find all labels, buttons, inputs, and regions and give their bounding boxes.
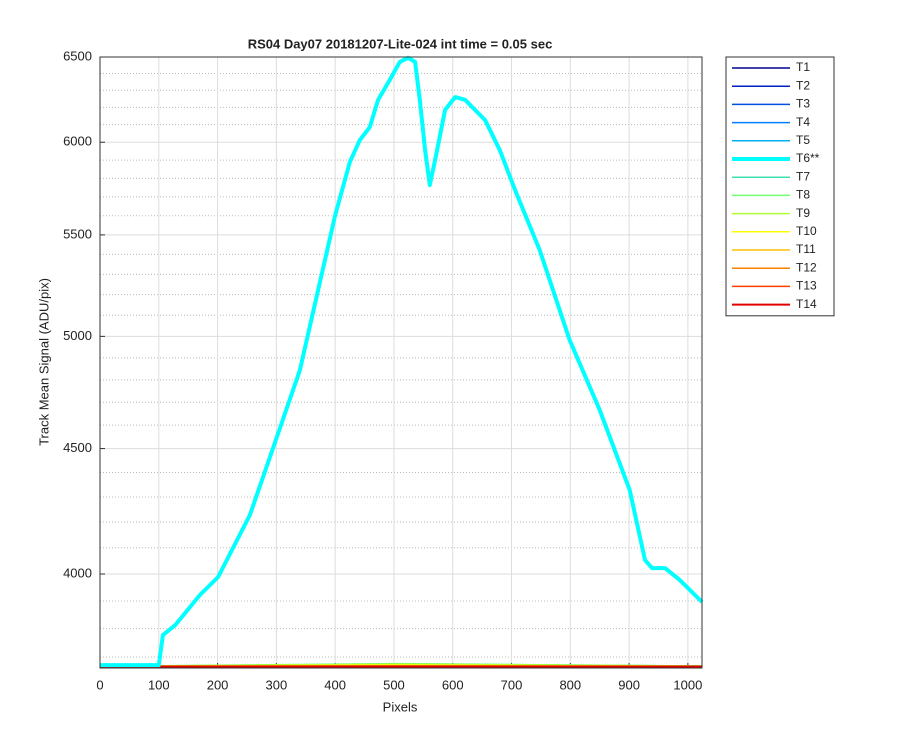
x-tick-label: 1000 <box>673 677 702 692</box>
x-tick-label: 900 <box>618 677 640 692</box>
series-line <box>100 55 704 668</box>
y-tick-label: 5500 <box>63 226 92 241</box>
x-axis-label: Pixels <box>383 699 418 714</box>
legend-label: T3 <box>796 97 810 111</box>
legend-label: T13 <box>796 279 817 293</box>
legend-label: T11 <box>796 242 816 256</box>
y-tick-label: 5000 <box>63 328 92 343</box>
y-tick-label: 6500 <box>63 48 92 63</box>
x-tick-label: 800 <box>559 677 581 692</box>
y-tick-label: 4000 <box>63 565 92 580</box>
y-tick-label: 4500 <box>63 440 92 455</box>
x-tick-label: 600 <box>442 677 464 692</box>
legend-label: T4 <box>796 115 810 129</box>
legend-label: T5 <box>796 133 810 147</box>
x-tick-label: 0 <box>96 677 103 692</box>
chart-title: RS04 Day07 20181207-Lite-024 int time = … <box>248 36 553 51</box>
axes-box <box>99 56 703 669</box>
legend-label: T9 <box>796 206 810 220</box>
x-tick-label: 400 <box>324 677 346 692</box>
legend-label: T8 <box>796 188 810 202</box>
legend-box <box>725 56 835 317</box>
legend-label: T14 <box>796 297 817 311</box>
plot-area <box>100 57 702 668</box>
y-axis-label: Track Mean Signal (ADU/pix) <box>36 278 51 446</box>
legend-label: T2 <box>796 78 810 92</box>
legend-label: T6** <box>796 151 820 165</box>
legend-label: T7 <box>796 169 810 183</box>
x-tick-label: 700 <box>501 677 523 692</box>
x-tick-label: 200 <box>207 677 229 692</box>
x-tick-label: 100 <box>148 677 170 692</box>
legend-label: T10 <box>796 224 817 238</box>
y-tick-label: 6000 <box>63 134 92 149</box>
legend-label: T12 <box>796 260 817 274</box>
x-tick-label: 300 <box>266 677 288 692</box>
legend-label: T1 <box>796 60 810 74</box>
x-tick-label: 500 <box>383 677 405 692</box>
